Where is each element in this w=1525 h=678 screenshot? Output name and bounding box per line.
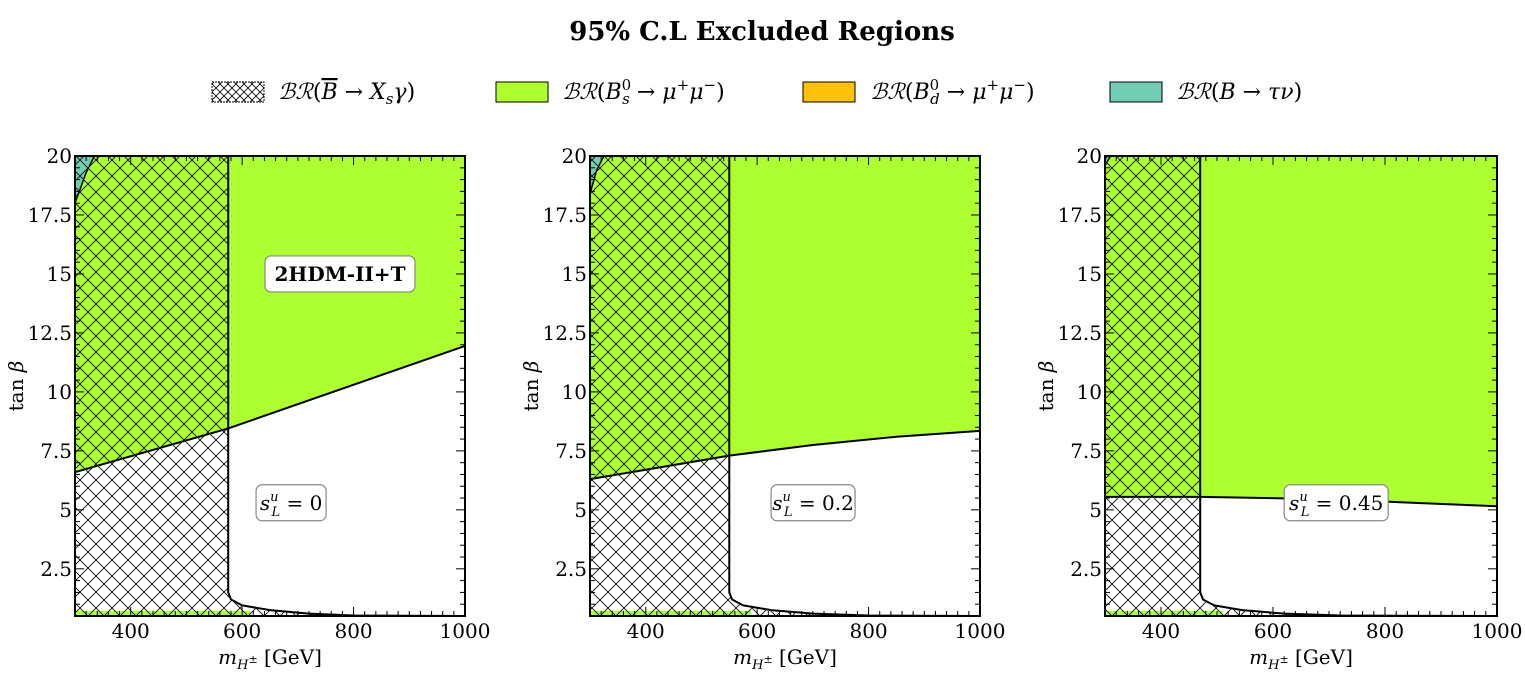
y-tick-label: 7.5: [40, 439, 72, 463]
plot-area: [1105, 156, 1497, 616]
y-tick-label: 15: [47, 262, 72, 286]
legend-label-bd-mumu: ℬℛ(B0 d → μ+μ−): [870, 76, 1035, 108]
region-bsgamma: [1105, 156, 1497, 616]
model-label: 2HDM-II+T: [275, 262, 406, 286]
y-tick-label: 15: [1077, 262, 1102, 286]
y-tick-label: 5: [574, 498, 587, 522]
annotation-text: su L = 0.45: [1289, 490, 1383, 520]
y-tick-label: 2.5: [555, 557, 587, 581]
annotation-box: su L = 0.2: [770, 484, 856, 522]
x-tick-label: 800: [1366, 619, 1404, 643]
legend-item-b-taunu: ℬℛ(B → τν): [1109, 80, 1302, 105]
y-tick-label: 7.5: [555, 439, 587, 463]
annotation-box: su L = 0: [255, 484, 327, 522]
annotation-box: su L = 0.45: [1283, 484, 1389, 522]
panel-1: 400 600 800 1000 2.5 5 7.5 10 12.5 15 17.5 20 mH± [G…: [4, 144, 490, 673]
y-tick-label: 10: [1077, 380, 1102, 404]
x-tick-label: 600: [1254, 619, 1292, 643]
x-tick-label: 400: [1142, 619, 1180, 643]
boundary-bs-mumu: [590, 429, 980, 481]
region-bsgamma: [590, 156, 980, 616]
plot-area: [75, 156, 465, 616]
y-tick-label: 17.5: [27, 203, 72, 227]
x-tick-label: 1000: [955, 619, 1006, 643]
y-axis-label: tan β: [1034, 361, 1058, 412]
y-tick-label: 12.5: [1057, 321, 1102, 345]
x-axis-label: mH± [GeV]: [733, 645, 837, 673]
x-tick-label: 400: [627, 619, 665, 643]
y-tick-label: 12.5: [542, 321, 587, 345]
x-tick-label: 600: [738, 619, 776, 643]
y-tick-label: 12.5: [27, 321, 72, 345]
x-axis-label: mH± [GeV]: [218, 645, 322, 673]
panel-3: 400 600 800 1000 2.5 5 7.5 10 12.5 15 17.5 20 mH± [G…: [1034, 144, 1522, 673]
x-tick-label: 1000: [1472, 619, 1523, 643]
plot-area: [590, 156, 980, 616]
y-axis-label: tan β: [4, 361, 28, 412]
legend-swatch-b-taunu: [1109, 81, 1163, 103]
region-bsgamma: [75, 156, 465, 616]
panels: 400 600 800 1000 2.5 5 7.5 10 12.5 15 17.5 20 mH± [G…: [4, 144, 1522, 673]
panel-2: 400 600 800 1000 2.5 5 7.5 10 12.5 15 17.5 20 mH± [G…: [519, 144, 1005, 673]
plot-frame: [74, 155, 466, 617]
y-tick-label: 5: [1089, 498, 1102, 522]
boundary-bs-mumu: [1105, 495, 1497, 508]
legend-label-bs-mumu: ℬℛ(B0 s → μ+μ−): [562, 76, 725, 108]
legend-swatch-bd-mumu: [802, 81, 856, 103]
y-tick-label: 15: [562, 262, 587, 286]
y-tick-label: 10: [562, 380, 587, 404]
x-tick-label: 800: [849, 619, 887, 643]
legend-item-bsgamma: ℬℛ(B → Xsγ): [211, 80, 415, 108]
y-tick-label: 2.5: [1070, 557, 1102, 581]
y-tick-label: 2.5: [40, 557, 72, 581]
boundary-bs-mumu: [75, 344, 465, 474]
annotation-text: su L = 0.2: [772, 490, 854, 520]
plot-frame: [1104, 155, 1498, 617]
x-tick-label: 600: [223, 619, 261, 643]
y-tick-label: 5: [59, 498, 72, 522]
legend: ℬℛ(B → Xsγ) ℬℛ(B0 s → μ+μ−) ℬℛ(B0 d → μ+μ−…: [211, 76, 1302, 108]
region-bs-mumu: [1105, 156, 1497, 507]
y-tick-label: 20: [47, 144, 72, 168]
figure-title: 95% C.L Excluded Regions: [569, 17, 955, 47]
legend-item-bd-mumu: ℬℛ(B0 d → μ+μ−): [802, 76, 1035, 108]
model-label-box: 2HDM-II+T: [264, 255, 416, 293]
legend-item-bs-mumu: ℬℛ(B0 s → μ+μ−): [495, 76, 725, 108]
y-axis-label: tan β: [519, 361, 543, 412]
y-tick-label: 10: [47, 380, 72, 404]
x-tick-label: 1000: [440, 619, 491, 643]
y-tick-label: 20: [1077, 144, 1102, 168]
legend-label-bsgamma: ℬℛ(B → Xsγ): [278, 80, 415, 108]
y-tick-label: 7.5: [1070, 439, 1102, 463]
y-tick-label: 17.5: [1057, 203, 1102, 227]
x-tick-label: 400: [112, 619, 150, 643]
annotation-text: su L = 0: [260, 490, 322, 520]
x-axis-label: mH± [GeV]: [1249, 645, 1353, 673]
legend-swatch-bs-mumu: [495, 81, 549, 103]
plot-frame: [589, 155, 981, 617]
legend-label-b-taunu: ℬℛ(B → τν): [1176, 80, 1302, 105]
x-tick-label: 800: [334, 619, 372, 643]
y-tick-label: 20: [562, 144, 587, 168]
y-tick-label: 17.5: [542, 203, 587, 227]
legend-swatch-bsgamma: [211, 81, 265, 103]
